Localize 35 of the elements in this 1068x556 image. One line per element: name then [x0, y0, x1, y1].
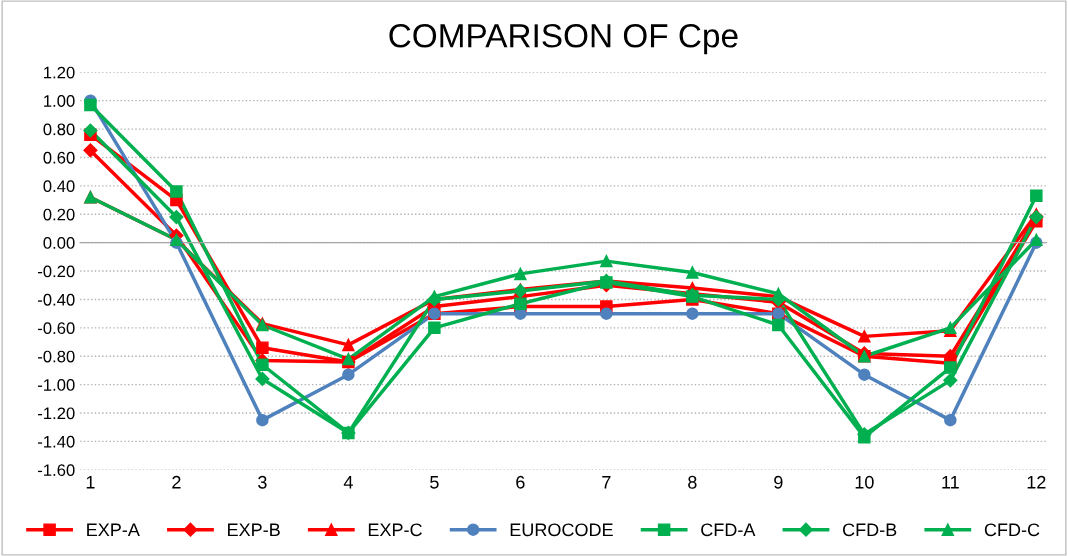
y-tick-label: 0.80: [43, 123, 75, 136]
x-tick-label: 1: [86, 476, 95, 489]
y-tick-label: -1.40: [37, 435, 75, 448]
y-tick-label: 0.20: [43, 208, 75, 221]
x-tick-label: 7: [602, 476, 611, 489]
y-tick-label: -1.20: [37, 407, 75, 420]
y-tick-label: -1.00: [37, 379, 75, 391]
x-tick-label: 10: [855, 475, 874, 489]
x-tick-label: 4: [343, 476, 353, 489]
legend-label: EUROCODE: [510, 523, 613, 537]
y-tick-label: -0.60: [37, 322, 75, 335]
legend-label: EXP-C: [368, 523, 422, 537]
y-tick-label: 1.20: [44, 66, 75, 79]
y-tick-label: 1.00: [44, 95, 75, 107]
y-tick-label: 0.00: [43, 237, 75, 249]
x-tick-label: 11: [942, 476, 959, 489]
x-tick-label: 5: [430, 476, 439, 489]
y-tick-label: 0.40: [43, 180, 75, 193]
y-tick-label: -0.20: [37, 265, 75, 278]
y-tick-label: -0.40: [37, 293, 75, 306]
legend-label: EXP-A: [87, 523, 140, 536]
legend-label: CFD-C: [984, 523, 1040, 537]
x-tick-label: 6: [516, 475, 525, 489]
y-tick-label: 0.60: [43, 151, 75, 164]
x-tick-label: 3: [258, 475, 267, 489]
legend-label: CFD-B: [843, 523, 897, 537]
x-tick-label: 2: [172, 475, 181, 489]
x-tick-label: 9: [774, 475, 783, 489]
legend-label: CFD-A: [701, 523, 756, 537]
legend-label: EXP-B: [228, 523, 280, 536]
y-tick-label: -1.60: [37, 464, 75, 477]
x-tick-label: 12: [1027, 475, 1046, 489]
y-tick-label: -0.80: [37, 350, 75, 363]
chart-title: COMPARISON OF Cpe: [389, 24, 738, 55]
x-tick-label: 8: [688, 475, 697, 489]
